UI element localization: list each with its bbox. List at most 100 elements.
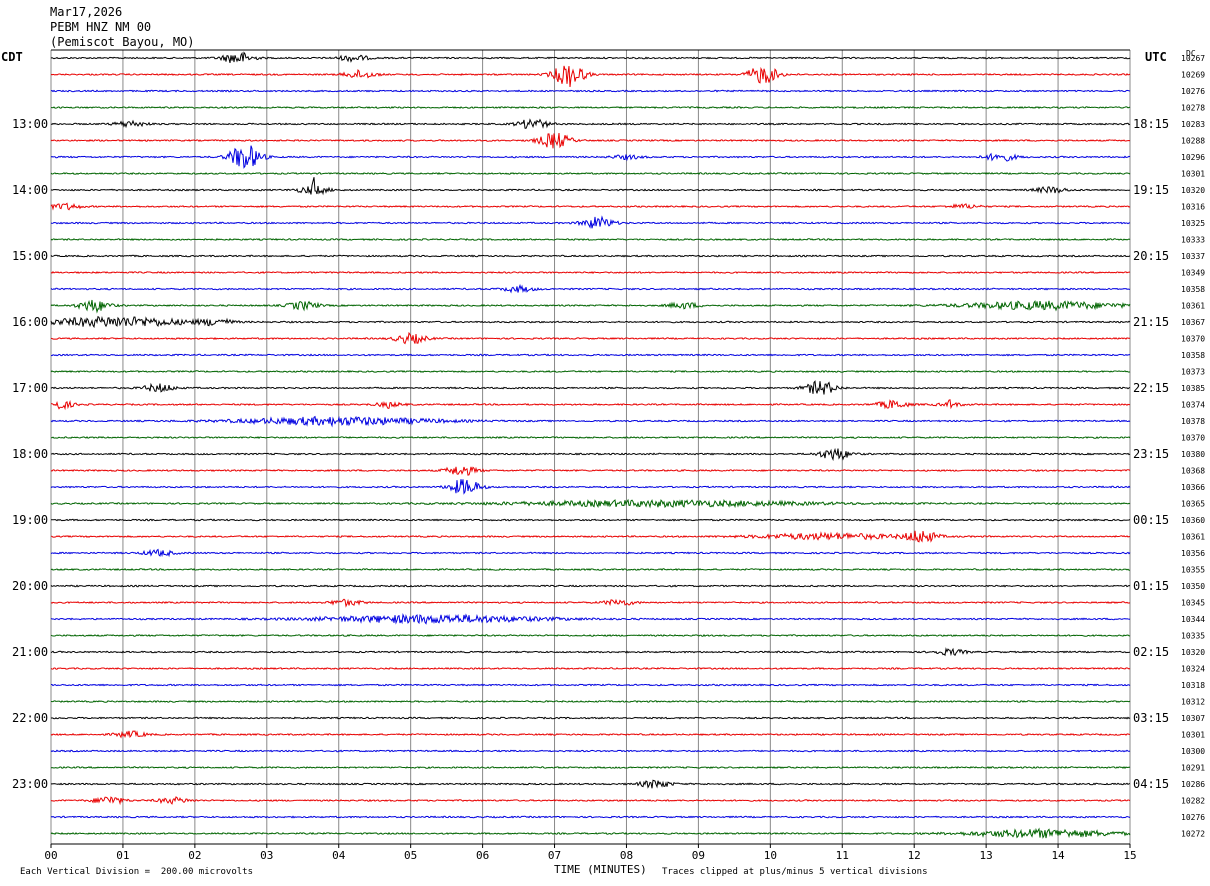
utc-hour-label: 20:15 xyxy=(1133,249,1169,263)
dc-offset-label: 10366 xyxy=(1181,483,1205,492)
x-axis-label: TIME (MINUTES) xyxy=(554,863,647,876)
x-tick-label: 13 xyxy=(980,849,993,862)
trace-row-18 xyxy=(50,353,1131,357)
dc-offset-label: 10272 xyxy=(1181,830,1205,839)
trace-row-35 xyxy=(50,633,1131,638)
trace-row-20 xyxy=(50,380,1131,395)
dc-offset-label: 10320 xyxy=(1181,186,1205,195)
utc-hour-label: 23:15 xyxy=(1133,447,1169,461)
trace-row-38 xyxy=(51,683,1131,687)
cdt-hour-label: 20:00 xyxy=(12,579,48,593)
x-tick-label: 04 xyxy=(332,849,346,862)
cdt-hour-label: 13:00 xyxy=(12,117,48,131)
cdt-hour-label: 18:00 xyxy=(12,447,48,461)
dc-offset-label: 10320 xyxy=(1181,648,1205,657)
dc-offset-label: 10283 xyxy=(1181,120,1205,129)
trace-row-16 xyxy=(50,315,1131,329)
trace-row-22 xyxy=(50,415,1131,428)
trace-row-39 xyxy=(50,700,1131,703)
x-tick-label: 12 xyxy=(908,849,921,862)
trace-row-25 xyxy=(50,466,1131,476)
dc-offset-label: 10307 xyxy=(1181,714,1205,723)
trace-row-47 xyxy=(50,827,1131,839)
trace-row-12 xyxy=(50,254,1131,258)
trace-row-28 xyxy=(51,518,1131,522)
utc-hour-label: 04:15 xyxy=(1133,777,1169,791)
dc-offset-label: 10350 xyxy=(1181,582,1205,591)
location-label: (Pemiscot Bayou, MO) xyxy=(50,35,195,49)
dc-offset-label: 10370 xyxy=(1181,434,1205,443)
utc-hour-label: 21:15 xyxy=(1133,315,1169,329)
dc-offset-label: 10344 xyxy=(1181,615,1205,624)
dc-offset-label: 10312 xyxy=(1181,698,1205,707)
cdt-hour-label: 15:00 xyxy=(12,249,48,263)
x-tick-label: 06 xyxy=(476,849,489,862)
trace-row-30 xyxy=(50,548,1131,558)
x-tick-label: 14 xyxy=(1051,849,1065,862)
dc-offset-label: 10288 xyxy=(1181,137,1205,146)
trace-row-42 xyxy=(50,749,1131,753)
trace-row-26 xyxy=(50,479,1131,495)
trace-row-33 xyxy=(50,598,1131,608)
dc-offset-label: 10301 xyxy=(1181,731,1205,740)
trace-row-29 xyxy=(50,530,1131,543)
dc-offset-label: 10300 xyxy=(1181,747,1205,756)
utc-hour-label: 02:15 xyxy=(1133,645,1169,659)
date-label: Mar17,2026 xyxy=(50,5,123,19)
x-tick-label: 08 xyxy=(620,849,633,862)
dc-offset-label: 10324 xyxy=(1181,665,1205,674)
trace-row-34 xyxy=(50,612,1131,625)
utc-hour-label: 22:15 xyxy=(1133,381,1169,395)
dc-offset-label: 10335 xyxy=(1181,632,1205,641)
x-tick-label: 15 xyxy=(1123,849,1136,862)
dc-offset-label: 10378 xyxy=(1181,417,1205,426)
dc-offset-label: 10367 xyxy=(1181,318,1205,327)
station-label: PEBM HNZ NM 00 xyxy=(50,20,152,34)
trace-row-1 xyxy=(50,65,1131,88)
trace-row-46 xyxy=(50,815,1131,819)
utc-hour-label: 01:15 xyxy=(1133,579,1169,593)
dc-offset-label: 10380 xyxy=(1181,450,1205,459)
cdt-hour-label: 21:00 xyxy=(12,645,48,659)
dc-offset-label: 10325 xyxy=(1181,219,1205,228)
cdt-hour-label: 17:00 xyxy=(12,381,48,395)
trace-row-9 xyxy=(50,202,1131,211)
cdt-hour-label: 16:00 xyxy=(12,315,48,329)
trace-row-23 xyxy=(51,436,1131,439)
trace-row-10 xyxy=(50,215,1131,229)
dc-offset-label: 10333 xyxy=(1181,236,1205,245)
trace-row-31 xyxy=(50,568,1131,572)
cdt-label: CDT xyxy=(1,50,23,64)
dc-offset-label: 10276 xyxy=(1181,813,1205,822)
dc-offset-label: 10361 xyxy=(1181,302,1205,311)
x-tick-label: 03 xyxy=(260,849,273,862)
cdt-hour-label: 22:00 xyxy=(12,711,48,725)
dc-offset-label: 10365 xyxy=(1181,500,1205,509)
division-note: Each Vertical Division = 200.00 microvol… xyxy=(20,867,253,877)
trace-row-4 xyxy=(50,118,1131,129)
dc-offset-label: 10282 xyxy=(1181,797,1205,806)
trace-row-17 xyxy=(50,331,1131,345)
trace-row-44 xyxy=(50,779,1131,789)
trace-row-14 xyxy=(50,283,1131,294)
dc-offset-label: 10316 xyxy=(1181,203,1205,212)
trace-row-45 xyxy=(50,796,1131,806)
cdt-hour-label: 19:00 xyxy=(12,513,48,527)
dc-offset-label: 10368 xyxy=(1181,467,1205,476)
cdt-hour-label: 14:00 xyxy=(12,183,48,197)
x-tick-label: 01 xyxy=(116,849,129,862)
dc-offset-label: 10345 xyxy=(1181,599,1205,608)
trace-row-8 xyxy=(50,177,1131,196)
dc-offset-label: 10385 xyxy=(1181,384,1205,393)
trace-row-40 xyxy=(50,716,1131,720)
clip-note: Traces clipped at plus/minus 5 vertical … xyxy=(662,867,928,877)
trace-row-6 xyxy=(50,145,1131,169)
x-tick-label: 00 xyxy=(44,849,57,862)
x-tick-label: 02 xyxy=(188,849,201,862)
trace-row-11 xyxy=(50,237,1131,242)
dc-header: DC xyxy=(1186,49,1196,58)
dc-offset-label: 10355 xyxy=(1181,566,1205,575)
dc-offset-label: 10360 xyxy=(1181,516,1205,525)
dc-offset-label: 10361 xyxy=(1181,533,1205,542)
